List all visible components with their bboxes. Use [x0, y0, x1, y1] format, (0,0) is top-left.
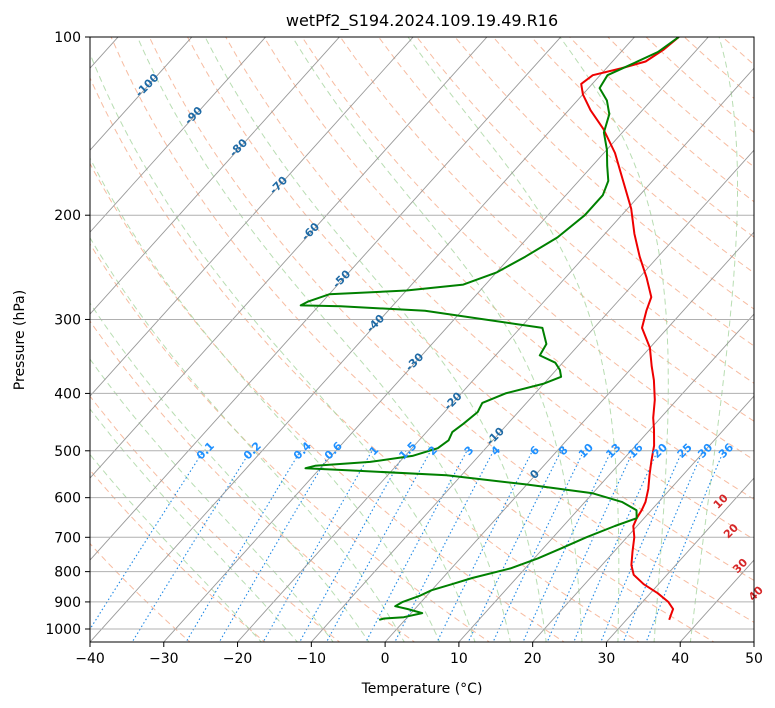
- isotherm-line: [753, 641, 754, 642]
- isotherm-line: [458, 313, 754, 642]
- dry-adiabat-line: [339, 37, 754, 422]
- isotherm-line: [90, 37, 636, 642]
- y-tick-label: 400: [54, 386, 81, 402]
- plot-background: [90, 37, 754, 642]
- x-tick-label: −40: [75, 651, 105, 667]
- grid-lines: [0, 24, 754, 644]
- isotherm-line: [236, 67, 754, 642]
- mixing-ratio-line: [622, 450, 704, 642]
- mixing-ratio-line: [492, 450, 585, 642]
- y-tick-label: 300: [54, 312, 81, 328]
- x-axis-label: Temperature (°C): [361, 681, 483, 697]
- x-tick-label: 10: [450, 651, 468, 667]
- y-axis-label: Pressure (hPa): [12, 290, 28, 390]
- y-tick-label: 500: [54, 444, 81, 460]
- dry-adiabat-line: [225, 37, 754, 540]
- isotherm-line: [605, 477, 754, 642]
- dry-adiabat-line: [187, 37, 754, 581]
- x-tick-label: −10: [297, 651, 327, 667]
- sounding-series: [299, 37, 680, 621]
- x-tick-label: 50: [745, 651, 763, 667]
- dry-adiabat-line: [90, 320, 416, 642]
- y-tick-label: 700: [54, 530, 81, 546]
- y-tick-label: 800: [54, 565, 81, 581]
- moist-adiabat-line: [90, 157, 441, 642]
- plot-frame: [89, 36, 755, 643]
- isotherm-line: [384, 231, 754, 642]
- dry-adiabat-line: [90, 76, 640, 642]
- mixing-ratio-line: [645, 450, 725, 642]
- isotherm-line: [163, 37, 709, 642]
- mixing-ratio-line: [394, 450, 495, 642]
- x-tick-label: 0: [381, 651, 390, 667]
- moist-adiabat-line: [90, 453, 262, 642]
- isotherm-line: [90, 37, 488, 479]
- mixing-ratio-line: [131, 450, 251, 642]
- y-tick-label: 600: [54, 491, 81, 507]
- dry-adiabat-line: [378, 37, 754, 384]
- mixing-ratio-line: [218, 450, 332, 642]
- mixing-ratio-line: [90, 450, 204, 631]
- isotherm-line: [90, 37, 267, 233]
- y-tick-label: 1000: [45, 622, 81, 638]
- x-tick-label: −20: [223, 651, 253, 667]
- dry-adiabat-line: [90, 395, 341, 642]
- dry-adiabat-line: [301, 37, 754, 461]
- x-tick-label: 30: [598, 651, 616, 667]
- y-tick-label: 200: [54, 208, 81, 224]
- mixing-ratio-line: [600, 450, 683, 642]
- y-tick-label: 100: [54, 30, 81, 46]
- x-tick-label: −30: [149, 651, 179, 667]
- dry-adiabat-line: [761, 37, 775, 644]
- chart-title: wetPf2_S194.2024.109.19.49.R16: [286, 11, 558, 31]
- moist-adiabat-line: [90, 408, 299, 642]
- isotherm-line: [0, 24, 56, 644]
- y-tick-label: 900: [54, 595, 81, 611]
- mixing-ratio-line: [365, 450, 468, 642]
- x-axis-ticks: −40 −30 −20 −10 0 10 20 30 40 50: [75, 642, 763, 667]
- isotherm-line: [532, 395, 754, 642]
- dewpoint-profile-line: [299, 37, 680, 621]
- dry-adiabat-line: [416, 37, 754, 347]
- x-tick-label: 20: [524, 651, 542, 667]
- temperature-profile-line: [580, 37, 680, 621]
- mixing-ratio-line: [522, 450, 612, 642]
- x-tick-label: 40: [671, 651, 689, 667]
- isotherm-line: [90, 37, 193, 151]
- y-axis-ticks: 100 200 300 400 500 600 700 800 900 1000: [45, 30, 90, 638]
- isotherm-line: [310, 149, 754, 642]
- isotherm-line: [90, 37, 562, 561]
- isotherm-line: [90, 37, 340, 315]
- isotherm-line: [90, 37, 414, 397]
